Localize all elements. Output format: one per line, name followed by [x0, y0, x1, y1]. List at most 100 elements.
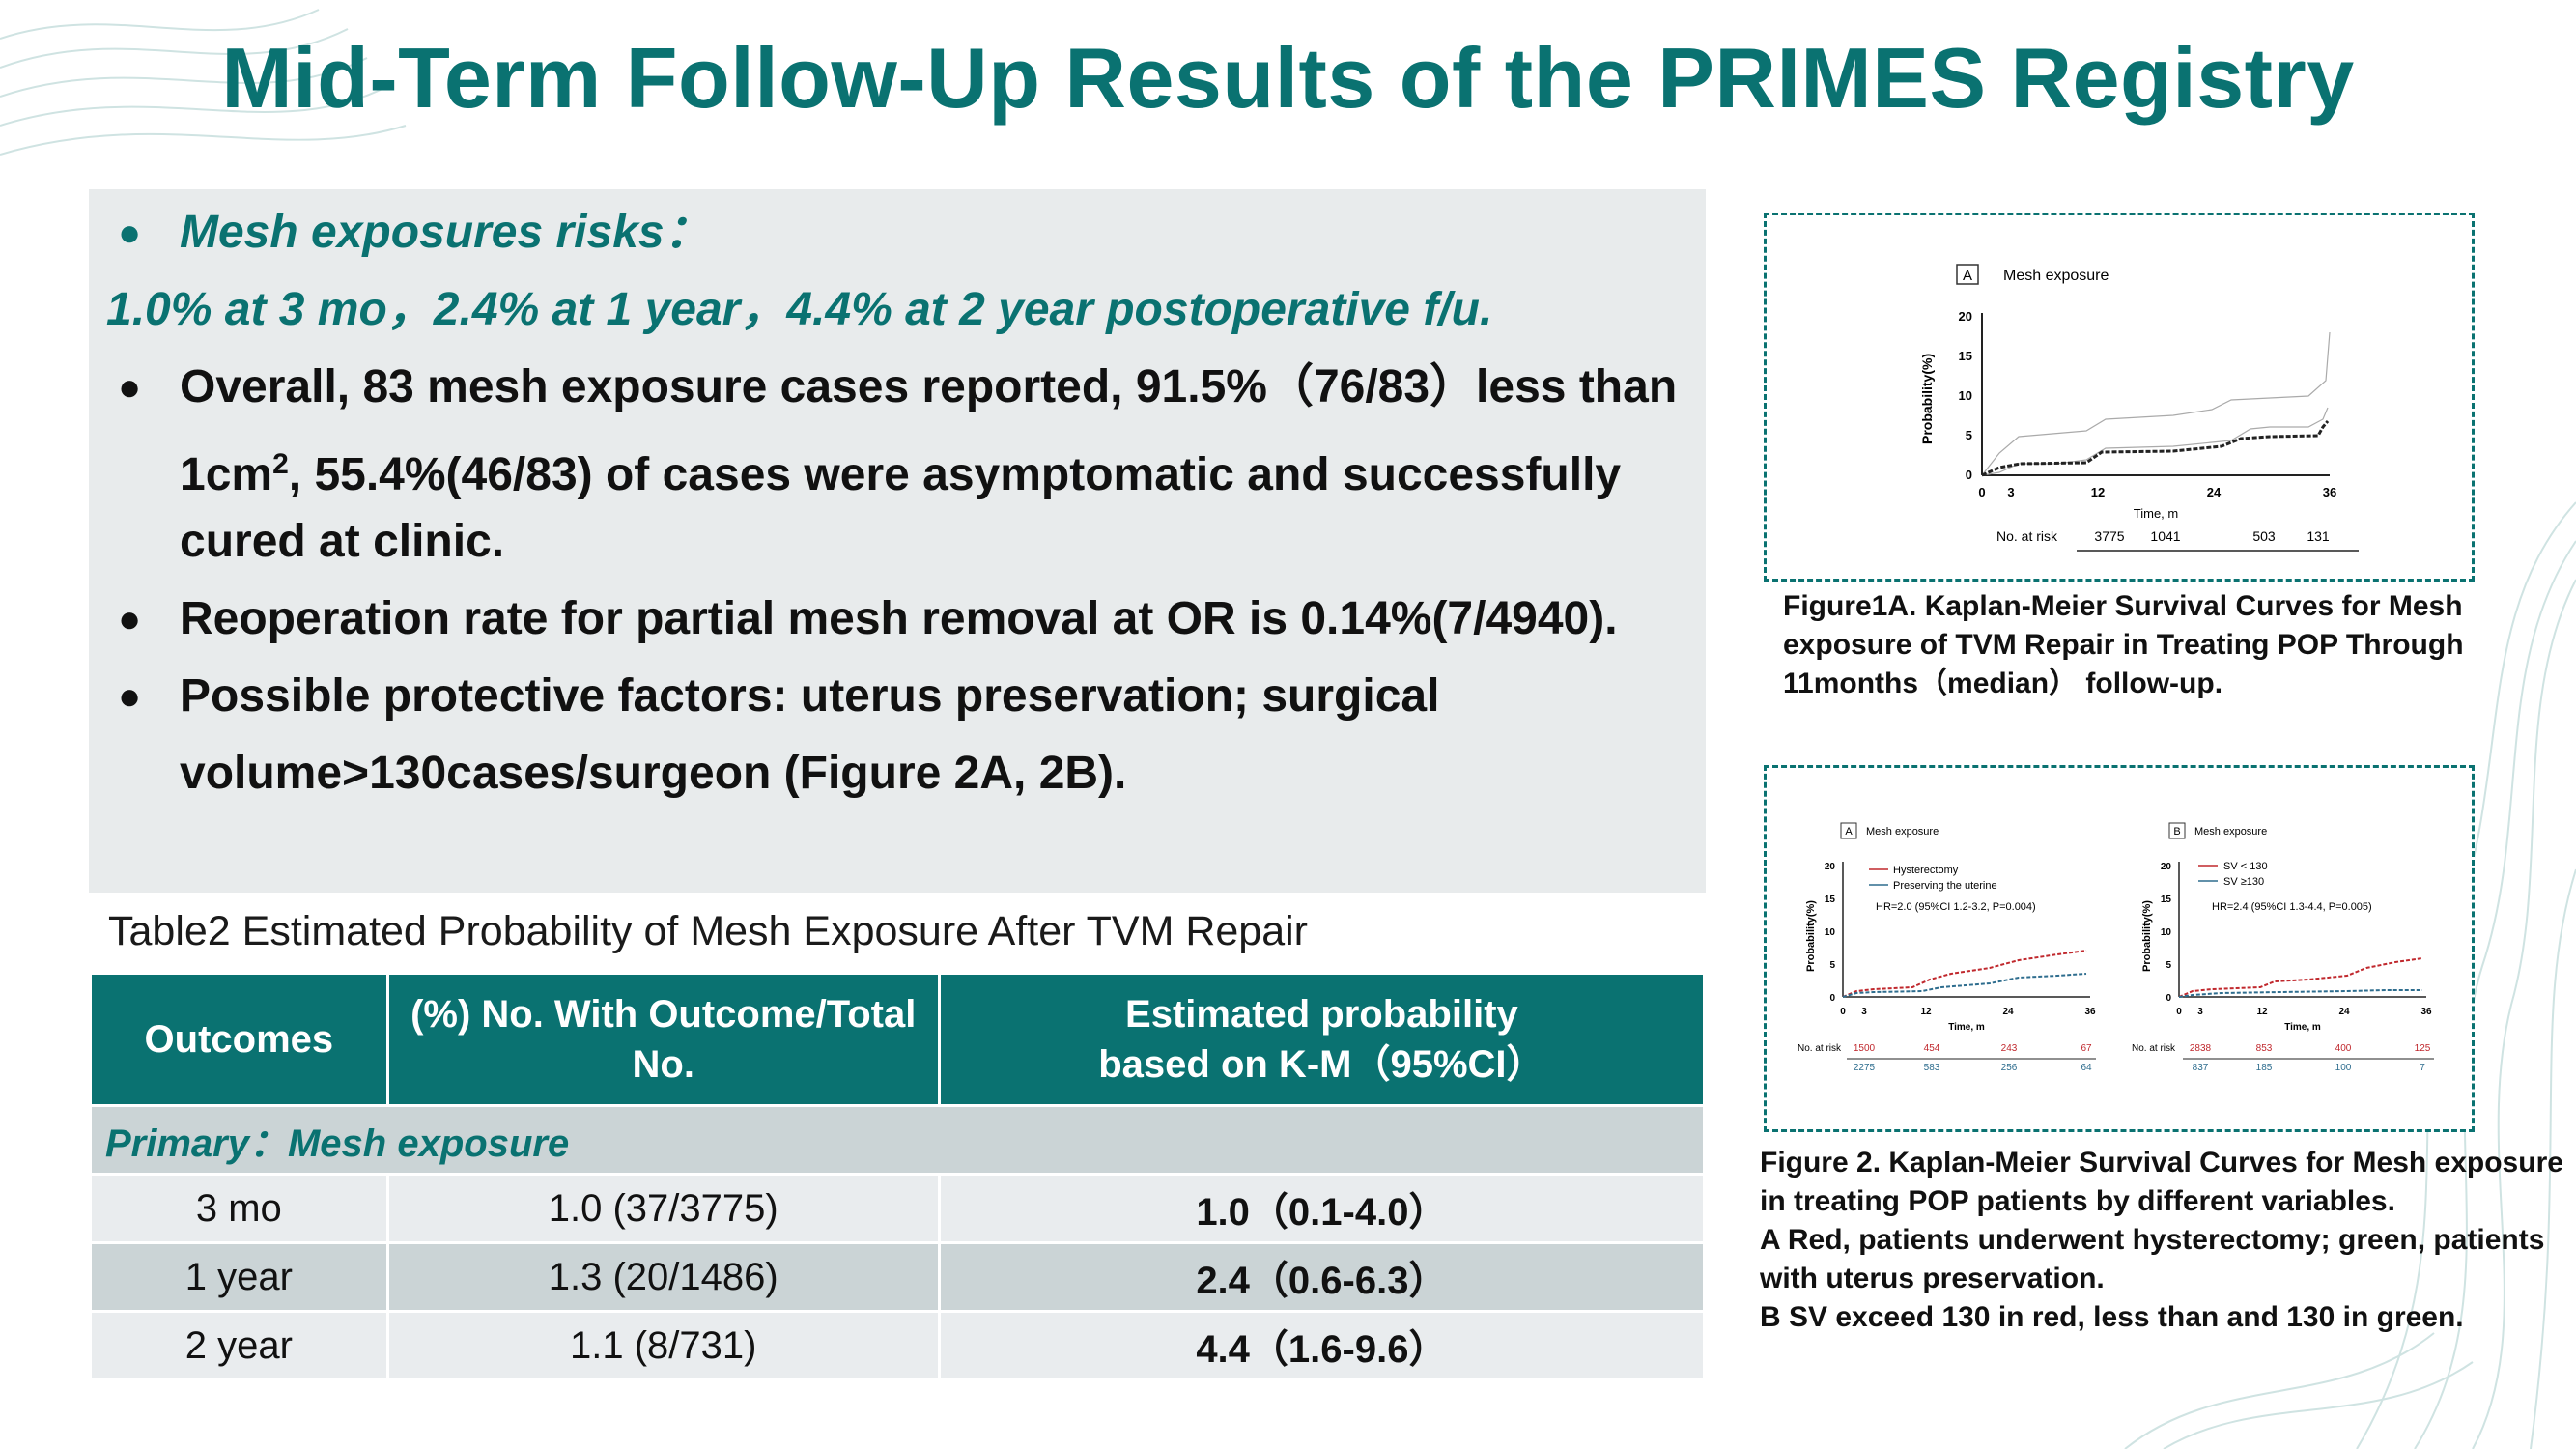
header-estimate-line1: Estimated probability — [1125, 993, 1518, 1036]
x-tick-label: 3 — [2197, 1007, 2203, 1017]
panelB-letter: B — [2173, 826, 2180, 838]
panelA-x-axis-label: Time, m — [1948, 1022, 1985, 1033]
page-title: Mid-Term Follow-Up Results of the PRIMES… — [221, 30, 2355, 126]
at-risk-red: 2838 — [2190, 1043, 2212, 1054]
panelB-y-axis-label: Probability(%) — [2141, 900, 2153, 972]
x-tick-label: 0 — [2176, 1007, 2182, 1017]
at-risk-green: 583 — [1924, 1063, 1940, 1073]
header-estimate: Estimated probability based on K-M（95%CI） — [937, 972, 1707, 1107]
figure1-km-plot: A Mesh exposure Probability(%) 0 5 10 15… — [1919, 264, 2359, 552]
bullet-marker: ● — [118, 212, 142, 254]
x-tick-label: 12 — [2091, 485, 2105, 499]
bullet-marker: ● — [118, 366, 142, 409]
panelB-red-curve — [2178, 957, 2423, 998]
header-estimate-line2: based on K-M（95%CI） — [1098, 1043, 1545, 1086]
cell-estimate: 2.4（0.6-6.3） — [937, 1241, 1707, 1313]
panel-title: Mesh exposure — [2003, 268, 2109, 284]
at-risk-green: 2275 — [1854, 1063, 1876, 1073]
panelA-red-curve — [1842, 950, 2087, 998]
x-tick-label: 36 — [2420, 1007, 2432, 1017]
cell-outcome: 3 mo — [89, 1173, 389, 1244]
panel-letter: A — [1963, 268, 1972, 284]
superscript-2: 2 — [272, 448, 289, 480]
figure1-caption-line: 11months（median） follow-up. — [1783, 668, 2223, 699]
results-table: Outcomes (%) No. With Outcome/Total No. E… — [89, 972, 1707, 1381]
bullet-overall-line3: cured at clinic. — [180, 516, 505, 567]
y-tick-label: 0 — [1966, 468, 1972, 482]
at-risk-red: 243 — [2001, 1043, 2018, 1054]
y-tick-label: 10 — [1959, 388, 1972, 403]
y-tick-label: 5 — [1829, 960, 1835, 971]
panelA-at-risk-label: No. at risk — [1798, 1043, 1842, 1054]
panelA-legend-preserving: Preserving the uterine — [1893, 880, 1997, 892]
x-axis-label: Time, m — [2134, 506, 2178, 521]
text-1cm: 1cm — [180, 449, 273, 500]
at-risk-green: 7 — [2420, 1063, 2425, 1073]
x-tick-label: 3 — [2007, 485, 2014, 499]
at-risk-value: 131 — [2307, 528, 2330, 544]
y-tick-label: 20 — [1825, 862, 1836, 872]
header-count: (%) No. With Outcome/Total No. — [385, 972, 941, 1107]
upper-ci-curve — [1981, 407, 2329, 476]
cell-count: 1.3 (20/1486) — [385, 1241, 941, 1313]
figure2-caption-line: Figure 2. Kaplan-Meier Survival Curves f… — [1760, 1147, 2563, 1179]
panelB-title: Mesh exposure — [2194, 826, 2267, 838]
figure2-caption-line: with uterus preservation. — [1760, 1263, 2105, 1294]
panelB-legend-sv-low: SV < 130 — [2223, 861, 2268, 872]
x-tick-label: 24 — [2207, 485, 2222, 499]
x-tick-label: 12 — [2256, 1007, 2268, 1017]
bullet-mesh-risk-detail: 1.0% at 3 mo，2.4% at 1 year，4.4% at 2 ye… — [106, 284, 1493, 335]
panelA-y-axis-label: Probability(%) — [1805, 900, 1817, 972]
table-section-row: Primary：Mesh exposure — [89, 1104, 1706, 1176]
bullet-mesh-risk-heading: Mesh exposures risks： — [180, 207, 711, 258]
y-tick-label: 10 — [2161, 927, 2172, 938]
findings-panel — [89, 189, 1706, 893]
panelA-green-curve — [1842, 973, 2087, 998]
y-tick-label: 0 — [1829, 993, 1835, 1004]
table-caption: Table2 Estimated Probability of Mesh Exp… — [108, 908, 1309, 954]
y-tick-label: 10 — [1825, 927, 1836, 938]
at-risk-red: 454 — [1924, 1043, 1940, 1054]
figure1-caption: Figure1A. Kaplan-Meier Survival Curves f… — [1783, 587, 2464, 703]
bullet-overall-line1: Overall, 83 mesh exposure cases reported… — [180, 361, 1678, 412]
cell-estimate: 1.0（0.1-4.0） — [937, 1173, 1707, 1244]
bullet-protective-line2: volume>130cases/surgeon (Figure 2A, 2B). — [180, 748, 1127, 799]
x-tick-label: 0 — [1840, 1007, 1846, 1017]
at-risk-red: 1500 — [1854, 1043, 1876, 1054]
y-tick-label: 15 — [2161, 895, 2172, 905]
header-count-line2: No. — [632, 1043, 694, 1086]
at-risk-value: 503 — [2252, 528, 2276, 544]
section-label: Primary：Mesh exposure — [89, 1104, 1706, 1176]
at-risk-green: 185 — [2256, 1063, 2273, 1073]
at-risk-green: 256 — [2001, 1063, 2018, 1073]
table-row: 2 year 1.1 (8/731) 4.4（1.6-9.6） — [89, 1310, 1707, 1381]
bullet-marker: ● — [118, 598, 142, 640]
y-tick-label: 20 — [2161, 862, 2172, 872]
header-count-line1: (%) No. With Outcome/Total — [410, 993, 917, 1036]
panelB-at-risk-label: No. at risk — [2132, 1043, 2176, 1054]
x-tick-label: 36 — [2084, 1007, 2096, 1017]
x-tick-label: 3 — [1861, 1007, 1867, 1017]
panelA-title: Mesh exposure — [1866, 826, 1939, 838]
table-row: 1 year 1.3 (20/1486) 2.4（0.6-6.3） — [89, 1241, 1707, 1313]
bullet-marker: ● — [118, 675, 142, 718]
x-tick-label: 12 — [1920, 1007, 1932, 1017]
y-tick-label: 20 — [1959, 309, 1972, 324]
figure2-caption-line: in treating POP patients by different va… — [1760, 1185, 2395, 1217]
y-tick-label: 0 — [2166, 993, 2171, 1004]
figure1-caption-line: Figure1A. Kaplan-Meier Survival Curves f… — [1783, 590, 2463, 622]
y-tick-label: 15 — [1959, 349, 1972, 363]
figure1-frame — [1764, 213, 2475, 582]
cell-outcome: 1 year — [89, 1241, 389, 1313]
at-risk-label: No. at risk — [1996, 528, 2058, 544]
cell-outcome: 2 year — [89, 1310, 389, 1381]
cell-count: 1.1 (8/731) — [385, 1310, 941, 1381]
panelA-letter: A — [1845, 826, 1853, 838]
at-risk-value: 3775 — [2094, 528, 2124, 544]
panelB-x-axis-label: Time, m — [2284, 1022, 2321, 1033]
panelB-hr: HR=2.4 (95%CI 1.3-4.4, P=0.005) — [2212, 901, 2372, 913]
at-risk-red: 125 — [2415, 1043, 2431, 1054]
lower-ci-curve — [1981, 331, 2331, 476]
panelB-letter-box — [2168, 822, 2186, 839]
panelA-legend-hysterectomy: Hysterectomy — [1893, 865, 1959, 876]
